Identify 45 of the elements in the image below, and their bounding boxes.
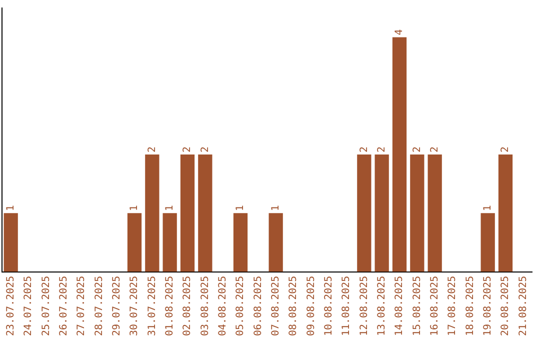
x-tick-label: 04.08.2025 bbox=[217, 276, 228, 336]
x-tick-label: 11.08.2025 bbox=[341, 276, 352, 336]
x-tick-label: 08.08.2025 bbox=[288, 276, 300, 336]
x-tick-label: 20.08.2025 bbox=[500, 276, 512, 336]
x-tick-label: 07.08.2025 bbox=[270, 276, 282, 336]
x-tick-label: 24.07.2025 bbox=[23, 276, 34, 336]
data-label: 1 bbox=[482, 205, 494, 212]
data-label: 2 bbox=[146, 146, 158, 153]
data-label: 4 bbox=[394, 29, 406, 36]
x-tick-label: 16.08.2025 bbox=[429, 276, 440, 336]
x-tick-label: 15.08.2025 bbox=[412, 276, 423, 336]
x-tick-label: 13.08.2025 bbox=[376, 276, 388, 336]
x-tick-label: 17.08.2025 bbox=[447, 276, 458, 336]
x-tick-label: 05.08.2025 bbox=[235, 276, 246, 336]
x-tick-label: 06.08.2025 bbox=[252, 276, 264, 336]
data-label: 2 bbox=[412, 146, 423, 153]
x-tick-label: 23.07.2025 bbox=[5, 276, 16, 336]
x-tick-label: 18.08.2025 bbox=[464, 276, 476, 336]
x-tick-label: 26.07.2025 bbox=[58, 276, 70, 336]
data-label: 1 bbox=[270, 205, 282, 212]
x-tick-label: 19.08.2025 bbox=[482, 276, 494, 336]
data-label: 1 bbox=[235, 205, 246, 212]
x-tick-label: 30.07.2025 bbox=[129, 276, 140, 336]
data-label: 2 bbox=[500, 146, 512, 153]
x-tick-label: 28.07.2025 bbox=[94, 276, 105, 336]
x-tick-label: 29.07.2025 bbox=[111, 276, 122, 336]
data-label: 1 bbox=[5, 205, 16, 212]
x-tick-label: 25.07.2025 bbox=[40, 276, 52, 336]
data-label: 2 bbox=[200, 146, 211, 153]
x-tick-label: 31.07.2025 bbox=[146, 276, 158, 336]
data-label: 2 bbox=[376, 146, 388, 153]
x-tick-label: 10.08.2025 bbox=[323, 276, 334, 336]
x-tick-label: 09.08.2025 bbox=[306, 276, 317, 336]
x-tick-label: 02.08.2025 bbox=[182, 276, 194, 336]
data-label: 2 bbox=[429, 146, 440, 153]
x-tick-label: 12.08.2025 bbox=[358, 276, 370, 336]
x-tick-label: 21.08.2025 bbox=[518, 276, 529, 336]
data-label: 2 bbox=[358, 146, 370, 153]
data-label: 1 bbox=[129, 205, 140, 212]
x-tick-label: 14.08.2025 bbox=[394, 276, 406, 336]
x-tick-label: 01.08.2025 bbox=[164, 276, 176, 336]
data-label: 2 bbox=[182, 146, 194, 153]
x-tick-label: 27.07.2025 bbox=[76, 276, 88, 336]
x-tick-label: 03.08.2025 bbox=[200, 276, 211, 336]
data-label: 1 bbox=[164, 205, 176, 212]
